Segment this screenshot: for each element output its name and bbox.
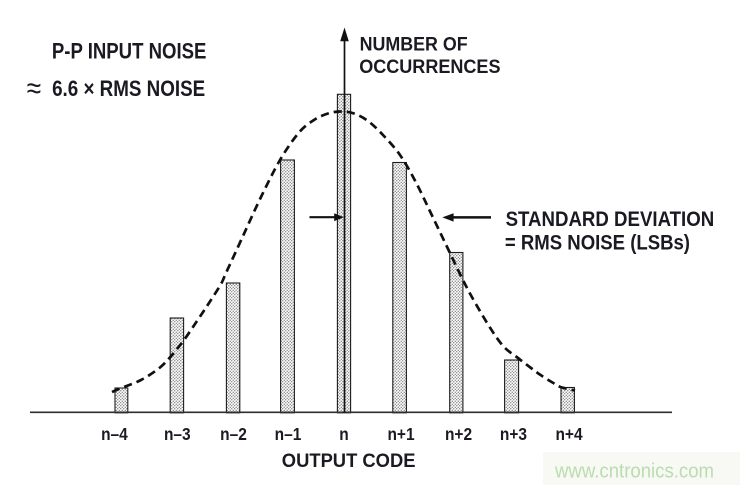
svg-text:n+3: n+3: [500, 424, 527, 444]
svg-text:≈: ≈: [27, 71, 41, 106]
svg-text:www.cntronics.com: www.cntronics.com: [554, 461, 714, 483]
svg-text:P-P INPUT NOISE: P-P INPUT NOISE: [52, 40, 207, 64]
svg-text:n–3: n–3: [164, 424, 191, 444]
svg-text:n–1: n–1: [275, 424, 302, 444]
svg-text:n–4: n–4: [101, 424, 128, 444]
svg-text:6.6 × RMS NOISE: 6.6 × RMS NOISE: [52, 76, 205, 101]
svg-text:n–2: n–2: [220, 424, 247, 444]
svg-text:OUTPUT CODE: OUTPUT CODE: [282, 450, 416, 472]
svg-text:n+4: n+4: [555, 424, 583, 444]
svg-text:OCCURRENCES: OCCURRENCES: [359, 56, 500, 78]
svg-text:= RMS NOISE (LSBs): = RMS NOISE (LSBs): [505, 231, 690, 255]
svg-text:n+1: n+1: [387, 424, 414, 444]
svg-text:n+2: n+2: [445, 424, 472, 444]
svg-text:n: n: [339, 424, 348, 444]
svg-text:STANDARD DEVIATION: STANDARD DEVIATION: [506, 208, 715, 232]
svg-text:NUMBER OF: NUMBER OF: [360, 33, 468, 55]
